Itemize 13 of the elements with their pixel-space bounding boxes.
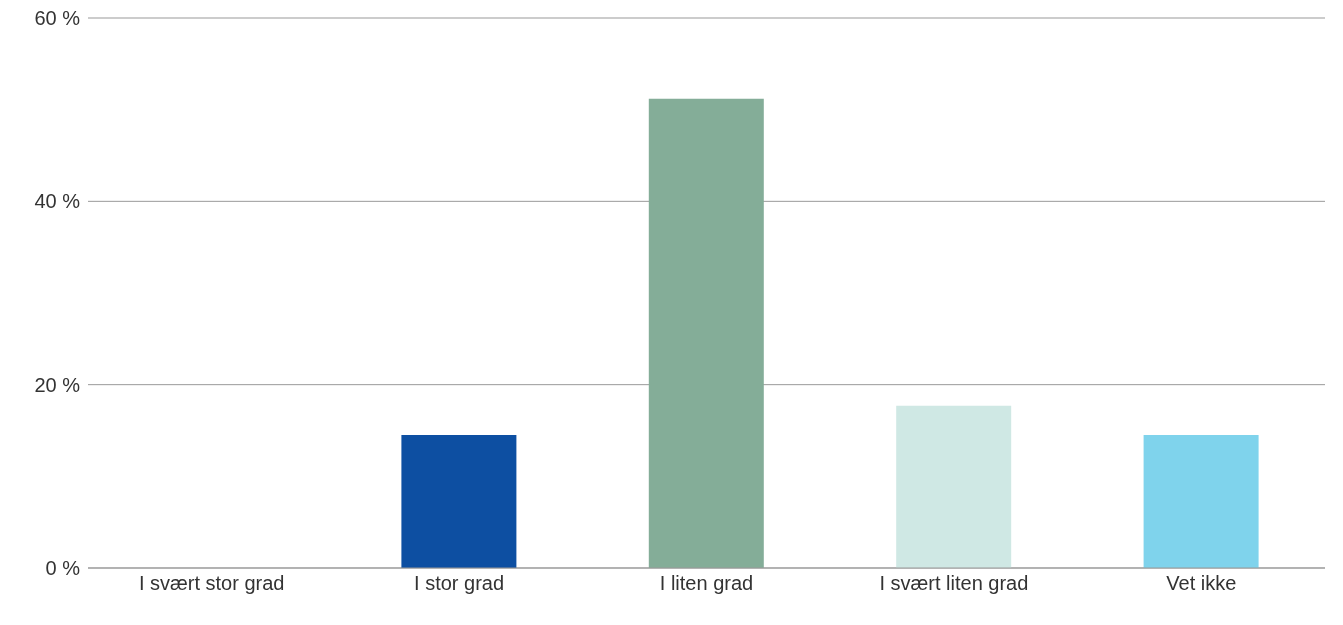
bar xyxy=(401,435,517,568)
x-tick-label: I svært liten grad xyxy=(879,572,1029,595)
bar xyxy=(896,405,1012,568)
x-tick-label: I liten grad xyxy=(659,572,754,595)
y-tick-label: 0 % xyxy=(45,557,81,580)
bar xyxy=(648,98,764,568)
y-tick-label: 40 % xyxy=(34,190,81,213)
bar xyxy=(1143,435,1259,568)
y-tick-label: 20 % xyxy=(34,373,81,396)
x-tick-label: I stor grad xyxy=(414,572,505,595)
x-tick-label: I svært stor grad xyxy=(138,572,285,595)
y-tick-label: 60 % xyxy=(34,7,81,30)
x-tick-label: Vet ikke xyxy=(1166,572,1237,595)
